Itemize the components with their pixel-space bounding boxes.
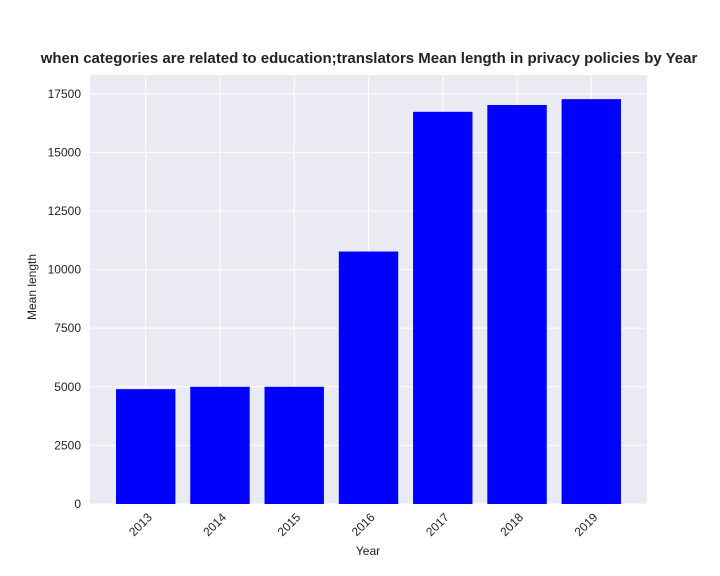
y-tick-label: 7500: [54, 321, 81, 335]
chart-title: when categories are related to education…: [40, 50, 698, 67]
x-tick-label: 2013: [126, 510, 155, 539]
x-tick-label: 2018: [497, 510, 526, 539]
x-tick-label: 2016: [349, 510, 378, 539]
bar-2017: [413, 111, 473, 504]
x-tick-label: 2015: [275, 510, 304, 539]
bars: [115, 99, 622, 504]
y-axis-label: Mean length: [25, 254, 39, 320]
y-tick-label: 12500: [48, 204, 82, 218]
x-tick-label: 2014: [200, 510, 229, 539]
y-tick-label: 15000: [48, 145, 82, 159]
bar-2018: [487, 105, 547, 504]
bar-2013: [115, 389, 176, 504]
y-tick-label: 5000: [54, 380, 81, 394]
bar-2016: [338, 251, 399, 504]
x-tick-label: 2019: [572, 510, 601, 539]
y-tick-label: 0: [74, 497, 81, 511]
x-tick-label: 2017: [423, 510, 452, 539]
y-axis-ticks: 0 2500 5000 7500 10000 12500 15000 17500: [48, 87, 82, 511]
y-tick-label: 17500: [48, 87, 82, 101]
y-tick-label: 10000: [48, 263, 82, 277]
bar-2014: [190, 386, 250, 504]
x-axis-ticks: 2013 2014 2015 2016 2017 2018 2019: [126, 510, 601, 539]
x-axis-label: Year: [356, 544, 380, 558]
bar-2019: [561, 99, 622, 504]
y-tick-label: 2500: [54, 438, 81, 452]
bar-2015: [264, 386, 324, 504]
